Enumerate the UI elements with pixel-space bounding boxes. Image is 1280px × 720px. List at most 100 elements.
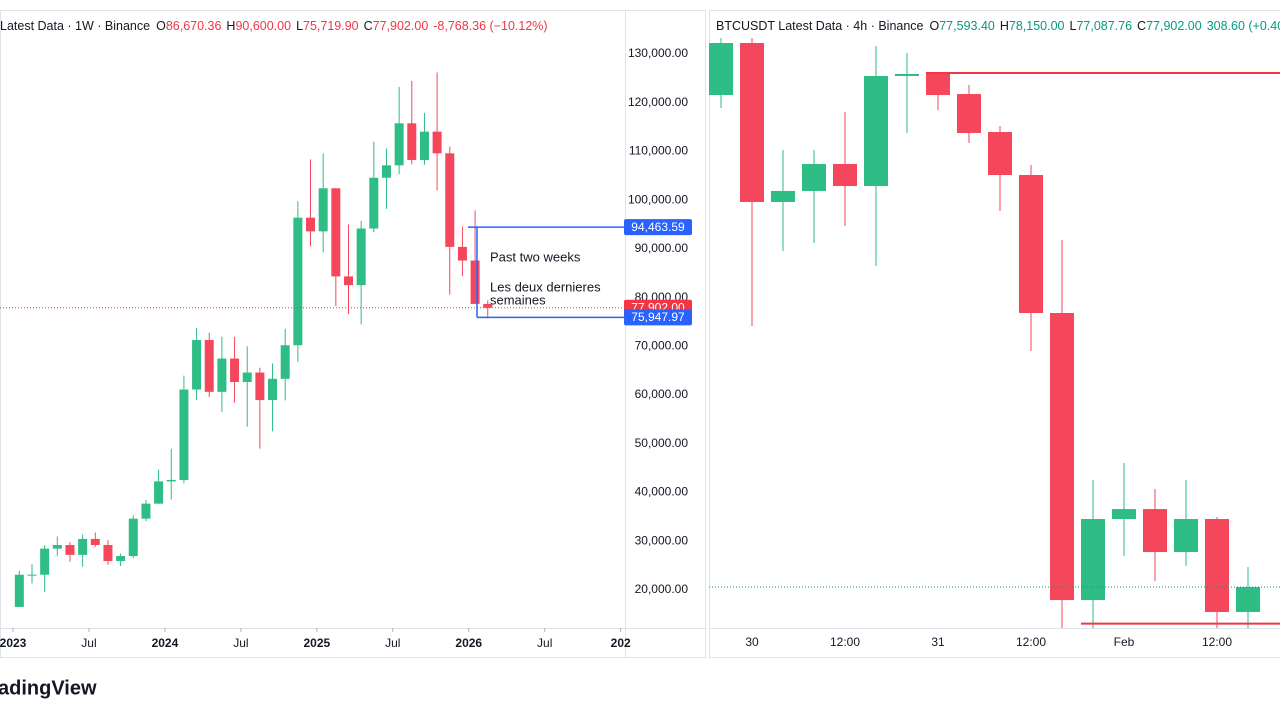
annotation: Les deux dernieres — [490, 279, 601, 294]
y-tick-label: 50,000.00 — [635, 436, 689, 450]
ohlc-key: C — [364, 19, 373, 33]
ohlc-value: 86,670.36 — [166, 19, 222, 33]
candle-body — [255, 372, 265, 401]
candle-body — [65, 545, 75, 555]
y-tick-label: 60,000.00 — [635, 387, 689, 401]
candle-body — [1081, 519, 1105, 601]
candle-body — [78, 538, 88, 555]
x-tick-label: Feb — [1114, 635, 1135, 649]
ohlc-value: 77,087.76 — [1076, 19, 1132, 33]
ohlc-value: 78,150.00 — [1009, 19, 1065, 33]
ohlc-key: L — [1069, 19, 1076, 33]
x-tick-label: 202 — [611, 636, 631, 650]
candle-body — [318, 188, 328, 232]
candle-body — [864, 75, 888, 187]
candle-body — [988, 132, 1012, 176]
candle-body — [483, 303, 493, 308]
candle-body — [445, 153, 455, 247]
candle-body — [1143, 509, 1167, 553]
y-tick-label: 20,000.00 — [635, 582, 689, 596]
candle-body — [293, 217, 303, 346]
candle-body — [457, 246, 467, 261]
y-tick-label: 100,000.00 — [628, 192, 688, 206]
x-tick-label: 30 — [745, 635, 759, 649]
candle-body — [802, 163, 826, 191]
candle-body — [1236, 587, 1260, 613]
left-panel-border — [0, 10, 706, 658]
candle-body — [926, 73, 950, 96]
candle-body — [381, 165, 391, 178]
candle-body — [1019, 175, 1043, 313]
candle-body — [192, 340, 202, 390]
candle-body — [1050, 313, 1074, 601]
candle-body — [394, 123, 404, 166]
logo: adingView — [0, 677, 97, 699]
candle-body — [833, 163, 857, 187]
annotation: Past two weeks — [490, 249, 581, 264]
x-tick-label: 2025 — [303, 636, 330, 650]
y-tick-label: 70,000.00 — [635, 338, 689, 352]
candle-body — [128, 518, 138, 557]
price-label: 75,947.97 — [631, 310, 685, 324]
header-title: Latest Data · 1W · Binance — [0, 19, 150, 33]
ohlc-value: 75,719.90 — [303, 19, 359, 33]
candle-body — [369, 177, 379, 229]
y-tick-label: 30,000.00 — [635, 533, 689, 547]
x-tick-label: Jul — [233, 636, 248, 650]
candle-body — [40, 548, 50, 575]
plot — [0, 72, 625, 608]
x-tick-label: Jul — [81, 636, 96, 650]
candle-body — [470, 260, 480, 304]
candle-body — [204, 340, 214, 392]
x-tick-label: 12:00 — [830, 635, 860, 649]
candle-body — [154, 481, 164, 504]
ohlc-key: O — [156, 19, 166, 33]
header-change: -8,768.36 (−10.12%) — [433, 19, 547, 33]
candle-body — [709, 43, 733, 96]
candle-body — [1112, 509, 1136, 520]
y-tick-label: 110,000.00 — [629, 144, 688, 158]
x-tick-label: 2026 — [455, 636, 482, 650]
x-tick-label: 12:00 — [1016, 635, 1046, 649]
candle-body — [230, 358, 240, 382]
x-tick-label: 31 — [931, 635, 945, 649]
ohlc-key: L — [296, 19, 303, 33]
ohlc-key: C — [1137, 19, 1146, 33]
candle-body — [268, 378, 278, 401]
price-label: 94,463.59 — [631, 220, 685, 234]
candle-body — [895, 73, 919, 76]
chart-header: BTCUSDT Latest Data · 4h · Binance O77,59… — [716, 19, 1280, 33]
candle-body — [306, 217, 316, 232]
candle-body — [419, 131, 429, 160]
candle-body — [407, 123, 417, 160]
candle-body — [740, 43, 764, 202]
y-tick-label: 130,000.00 — [628, 46, 688, 60]
header-change: 308.60 (+0.40 — [1207, 19, 1280, 33]
y-tick-label: 90,000.00 — [635, 241, 689, 255]
ohlc-key: H — [226, 19, 235, 33]
candle-body — [331, 188, 341, 277]
x-tick-label: Jul — [537, 636, 552, 650]
ohlc-value: 77,902.00 — [373, 19, 429, 33]
candle-body — [771, 190, 795, 202]
ohlc-key: H — [1000, 19, 1009, 33]
candle-body — [242, 372, 252, 382]
candle-body — [141, 503, 151, 519]
candle-body — [27, 574, 37, 576]
candle-body — [52, 545, 62, 549]
plot — [709, 37, 1280, 628]
candle-body — [343, 276, 353, 286]
chart-header: Latest Data · 1W · Binance O86,670.36 H90,… — [0, 19, 548, 33]
price-label-box — [624, 219, 692, 236]
candle-body — [14, 574, 24, 607]
annotation: semaines — [490, 292, 546, 307]
y-tick-label: 40,000.00 — [635, 485, 689, 499]
ohlc-key: O — [930, 19, 940, 33]
y-tick-label: 120,000.00 — [628, 95, 688, 109]
candle-body — [116, 556, 126, 562]
right-panel-border — [709, 10, 1280, 658]
ohlc-value: 77,902.00 — [1146, 19, 1202, 33]
x-tick-label: Jul — [385, 636, 400, 650]
candle-body — [103, 545, 113, 562]
x-tick-label: 2024 — [152, 636, 179, 650]
